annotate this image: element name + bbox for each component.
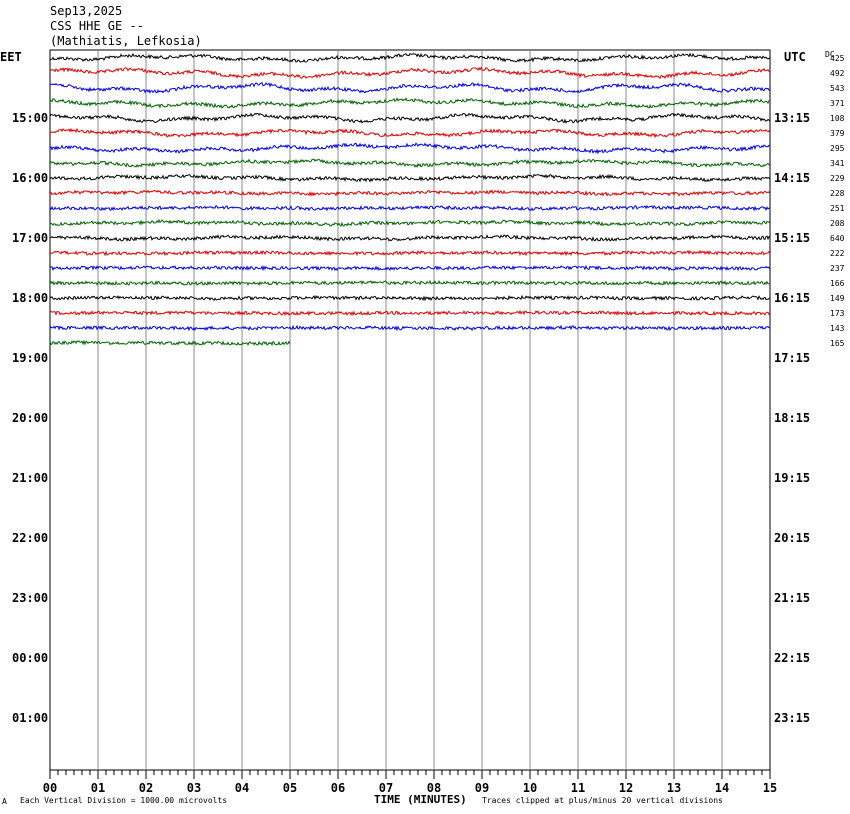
seismic-trace	[50, 234, 771, 242]
left-hour-label: 21:00	[12, 471, 48, 485]
plot-frame	[49, 49, 771, 771]
right-hour-label: 21:15	[774, 591, 810, 605]
left-hour-label: 18:00	[12, 291, 48, 305]
dc-offset-label: 295	[830, 144, 845, 153]
seismic-trace	[49, 339, 291, 347]
dc-offset-label: 229	[830, 174, 845, 183]
left-timezone-label: EET	[0, 50, 22, 64]
x-tick-label: 04	[235, 781, 249, 795]
seismic-trace	[49, 82, 771, 94]
dc-label: DC	[825, 50, 835, 59]
x-tick-label: 12	[619, 781, 633, 795]
seismic-trace	[49, 189, 771, 198]
seismic-trace	[49, 264, 771, 272]
dc-offset-label: 492	[830, 69, 845, 78]
right-hour-label: 17:15	[774, 351, 810, 365]
chart-location: (Mathiatis, Lefkosia)	[50, 34, 202, 48]
dc-offset-label: 425	[830, 54, 845, 63]
right-timezone-label: UTC	[784, 50, 806, 64]
x-tick-label: 06	[331, 781, 345, 795]
left-hour-label: 19:00	[12, 351, 48, 365]
seismic-trace	[49, 127, 771, 139]
scale-note: Each Vertical Division = 1000.00 microvo…	[20, 796, 228, 805]
corner-mark: A	[2, 797, 7, 806]
seismic-trace	[49, 158, 771, 168]
dc-offset-label: 341	[830, 159, 845, 168]
x-tick-label: 02	[139, 781, 153, 795]
seismic-trace	[49, 97, 771, 109]
dc-offset-label: 371	[830, 99, 845, 108]
dc-offset-label: 165	[830, 339, 845, 348]
seismic-trace	[49, 142, 771, 155]
right-hour-label: 19:15	[774, 471, 810, 485]
right-hour-label: 20:15	[774, 531, 810, 545]
seismic-trace	[49, 112, 771, 124]
dc-offset-label: 143	[830, 324, 845, 333]
left-hour-label: 20:00	[12, 411, 48, 425]
x-tick-label: 08	[427, 781, 441, 795]
dc-offset-label: 108	[830, 114, 845, 123]
seismic-trace	[49, 173, 771, 183]
seismic-trace	[49, 52, 771, 63]
clip-note: Traces clipped at plus/minus 20 vertical…	[482, 796, 723, 805]
x-tick-label: 15	[763, 781, 777, 795]
x-tick-label: 10	[523, 781, 537, 795]
left-hour-label: 00:00	[12, 651, 48, 665]
x-tick-label: 09	[475, 781, 489, 795]
right-hour-label: 14:15	[774, 171, 810, 185]
x-tick-label: 13	[667, 781, 681, 795]
dc-offset-label: 228	[830, 189, 845, 198]
x-tick-label: 14	[715, 781, 729, 795]
dc-offset-label: 379	[830, 129, 845, 138]
left-hour-label: 23:00	[12, 591, 48, 605]
seismic-trace	[49, 294, 771, 302]
dc-offset-label: 166	[830, 279, 845, 288]
dc-offset-label: 149	[830, 294, 845, 303]
chart-date: Sep13,2025	[50, 4, 123, 18]
left-hour-label: 16:00	[12, 171, 48, 185]
dc-offset-label: 251	[830, 204, 845, 213]
right-hour-label: 23:15	[774, 711, 810, 725]
dc-offset-label: 208	[830, 219, 845, 228]
left-hour-label: 15:00	[12, 111, 48, 125]
dc-offset-label: 640	[830, 234, 845, 243]
left-hour-label: 17:00	[12, 231, 48, 245]
seismic-trace	[49, 204, 771, 212]
dc-offset-label: 237	[830, 264, 845, 273]
x-tick-label: 07	[379, 781, 393, 795]
x-tick-label: 05	[283, 781, 297, 795]
x-tick-label: 00	[43, 781, 57, 795]
x-axis-title: TIME (MINUTES)	[374, 793, 467, 806]
right-hour-label: 18:15	[774, 411, 810, 425]
seismic-trace	[49, 218, 771, 227]
left-hour-label: 22:00	[12, 531, 48, 545]
right-hour-label: 13:15	[774, 111, 810, 125]
x-tick-label: 03	[187, 781, 201, 795]
dc-offset-label: 543	[830, 84, 845, 93]
x-tick-label: 01	[91, 781, 105, 795]
left-hour-label: 01:00	[12, 711, 48, 725]
right-hour-label: 22:15	[774, 651, 810, 665]
seismic-trace	[49, 66, 771, 80]
x-tick-label: 11	[571, 781, 585, 795]
dc-offset-label: 173	[830, 309, 845, 318]
seismic-trace	[49, 249, 771, 257]
chart-station: CSS HHE GE --	[50, 19, 144, 33]
seismic-trace	[49, 309, 771, 317]
right-hour-label: 15:15	[774, 231, 810, 245]
right-hour-label: 16:15	[774, 291, 810, 305]
seismic-trace	[49, 279, 771, 287]
dc-offset-label: 222	[830, 249, 845, 258]
seismic-trace	[49, 324, 771, 332]
